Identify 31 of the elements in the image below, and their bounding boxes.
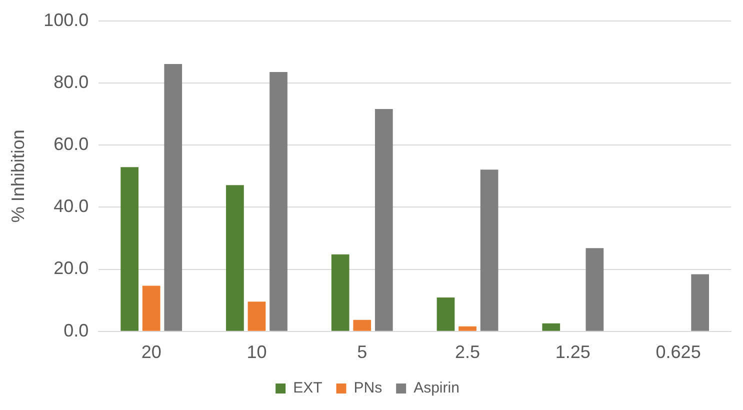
x-tick-label: 0.625	[656, 342, 701, 362]
y-tick-label: 40.0	[54, 196, 89, 216]
x-tick-label: 1.25	[555, 342, 590, 362]
bar	[691, 274, 710, 331]
x-tick-label: 5	[357, 342, 368, 362]
bar	[436, 298, 455, 331]
y-tick-label: 80.0	[54, 72, 89, 92]
x-tick-label: 20	[141, 342, 162, 362]
y-tick-label: 20.0	[54, 258, 89, 278]
legend-label: PNs	[354, 380, 382, 397]
bar	[353, 320, 372, 331]
y-axis-title: % Inhibition	[8, 130, 28, 223]
bar	[586, 248, 604, 331]
legend-label: Aspirin	[414, 380, 460, 397]
bar	[142, 286, 160, 331]
bar	[458, 326, 476, 331]
bar	[374, 109, 393, 331]
bar	[120, 167, 138, 331]
bar	[480, 170, 498, 331]
y-tick-label: 0.0	[64, 320, 89, 340]
y-tick-label: 100.0	[44, 10, 89, 30]
bar	[164, 64, 182, 331]
x-tick-label: 10	[246, 342, 267, 362]
bar	[270, 72, 288, 331]
x-tick-label: 2.5	[455, 342, 480, 362]
y-tick-label: 60.0	[54, 134, 89, 154]
bar	[248, 302, 266, 331]
bar	[226, 185, 244, 331]
bar	[542, 323, 560, 331]
legend-label: EXT	[293, 380, 322, 397]
bar	[331, 254, 350, 331]
